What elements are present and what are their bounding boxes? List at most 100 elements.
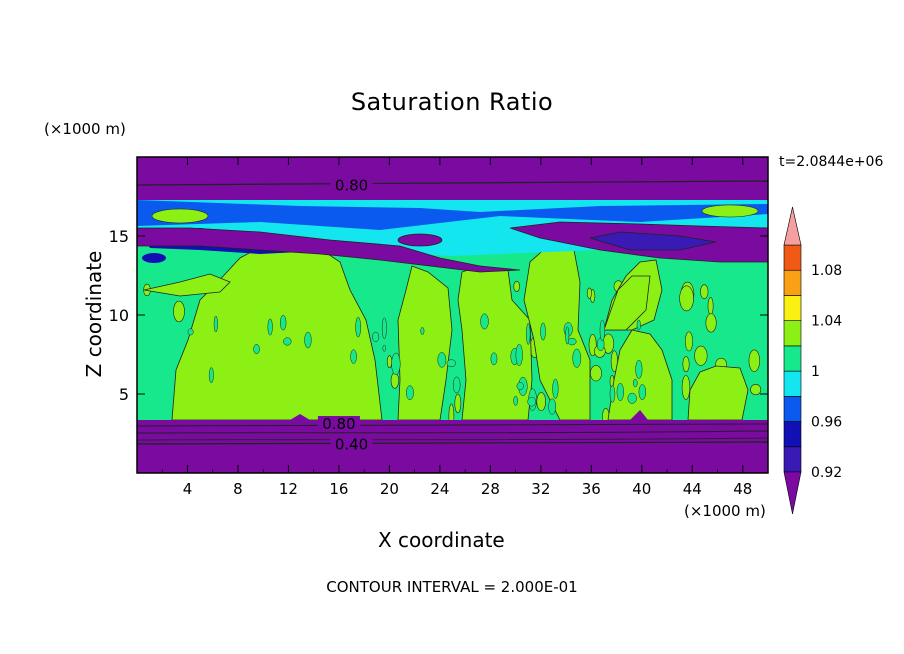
- contour-080-bottom: [137, 423, 768, 427]
- gap-fleck: [526, 323, 531, 345]
- colorbar-segment: [783, 295, 802, 321]
- cloud-fleck: [707, 297, 714, 315]
- upper-band-streak: [397, 233, 443, 247]
- contour-label-bg: [330, 436, 373, 452]
- gap-fleck: [638, 384, 647, 400]
- contour-field: [137, 157, 768, 473]
- y-unit-label: (×1000 m): [44, 120, 126, 138]
- contour-labels: 0.80 0.80 0.40: [317, 176, 373, 454]
- gap-fleck: [283, 337, 292, 346]
- gap-fleck: [382, 345, 387, 352]
- gap-fleck: [609, 385, 616, 403]
- gap-fleck: [548, 398, 557, 415]
- colorbar-segment: [783, 446, 802, 473]
- gap-fleck: [437, 352, 447, 368]
- chart-title: Saturation Ratio: [350, 88, 554, 116]
- x-tick-label: 4: [183, 480, 193, 498]
- top-dry-layer: [137, 157, 768, 200]
- gap-fleck: [513, 395, 518, 406]
- contour-line: [137, 437, 768, 441]
- contour-040: [137, 441, 768, 445]
- gap-fleck: [280, 314, 287, 331]
- cloud-fleck: [681, 375, 691, 400]
- gap-fleck: [187, 328, 194, 336]
- upper-band-blue: [137, 200, 768, 230]
- colorbar-lower-arrow: [783, 471, 802, 515]
- x-tick-label: 12: [279, 480, 298, 498]
- gap-fleck: [636, 319, 641, 331]
- x-axis-label: X coordinate: [378, 528, 505, 552]
- time-label: t=2.0844e+06: [779, 154, 884, 170]
- gap-fleck: [213, 315, 218, 333]
- contour-interval-label: CONTOUR INTERVAL = 2.000E-01: [326, 578, 578, 596]
- gap-fleck: [490, 352, 498, 366]
- cloud-fleck: [454, 393, 462, 414]
- gap-fleck: [267, 318, 273, 336]
- colorbar-upper-arrow: [783, 206, 802, 246]
- x-tick-label: 20: [380, 480, 399, 498]
- cloud-region: [143, 273, 231, 297]
- cloud-region: [603, 275, 651, 331]
- gap-fleck: [516, 381, 524, 391]
- gap-fleck: [446, 359, 457, 368]
- contour-label-bg: [317, 416, 360, 432]
- cloud-region: [687, 365, 749, 421]
- gap-fleck: [635, 359, 643, 379]
- cloud-fleck: [684, 331, 694, 352]
- gap-fleck: [452, 376, 461, 394]
- contour-label: 0.80: [335, 176, 368, 194]
- x-tick-label: 8: [233, 480, 243, 498]
- colorbar-segment: [783, 244, 802, 271]
- gap-fleck: [552, 378, 559, 399]
- gap-fleck: [572, 348, 582, 368]
- gap-fleck: [372, 331, 380, 342]
- colorbar: 0.92 0.96 1 1.04 1.08: [783, 206, 842, 515]
- contour-label-bg: [330, 177, 373, 193]
- cloud-fleck: [679, 285, 694, 312]
- gap-fleck: [565, 326, 570, 345]
- cloud-fleck: [536, 392, 547, 411]
- x-tick-label: 28: [481, 480, 500, 498]
- colorbar-segment: [783, 421, 802, 448]
- colorbar-segment: [783, 345, 802, 372]
- contour-label: 0.40: [335, 436, 368, 454]
- contour-label: 0.80: [322, 415, 355, 433]
- x-tick-label: 32: [531, 480, 550, 498]
- cloud-fleck: [682, 356, 690, 373]
- gap-fleck: [515, 343, 523, 366]
- x-tick-label: 40: [632, 480, 651, 498]
- cloud-region: [397, 265, 453, 421]
- upper-cloud: [151, 208, 209, 224]
- gap-fleck: [304, 331, 312, 349]
- contour-line: [137, 430, 768, 434]
- gap-fleck: [253, 344, 260, 355]
- gap-fleck: [632, 378, 638, 388]
- gap-fleck: [616, 383, 624, 401]
- y-axis-label: Z coordinate: [82, 250, 106, 378]
- colorbar-label: 1.04: [811, 314, 842, 330]
- y-tick-label: 10: [109, 306, 129, 325]
- cloud-fleck: [173, 300, 185, 323]
- gap-fleck: [391, 352, 401, 375]
- colorbar-segment: [783, 370, 802, 397]
- x-tick-label: 48: [733, 480, 752, 498]
- colorbar-label: 1: [811, 364, 820, 380]
- colorbar-segment: [783, 396, 802, 422]
- upper-cloud: [701, 204, 759, 218]
- cloud-fleck: [705, 313, 717, 333]
- y-tick-label: 5: [119, 385, 129, 404]
- gap-fleck: [599, 319, 606, 342]
- upper-band-streak: [137, 227, 521, 273]
- colorbar-label: 1.08: [811, 263, 842, 279]
- x-tick-label: 16: [329, 480, 348, 498]
- cloud-fleck: [748, 349, 760, 373]
- x-unit-label: (×1000 m): [684, 502, 766, 520]
- colorbar-label: 0.92: [811, 465, 842, 481]
- cloud-fleck: [750, 383, 762, 396]
- upper-band-core: [589, 231, 717, 251]
- upper-band-navy: [142, 253, 166, 263]
- colorbar-segment: [783, 320, 802, 347]
- gap-fleck: [350, 349, 357, 364]
- colorbar-segment: [783, 269, 802, 296]
